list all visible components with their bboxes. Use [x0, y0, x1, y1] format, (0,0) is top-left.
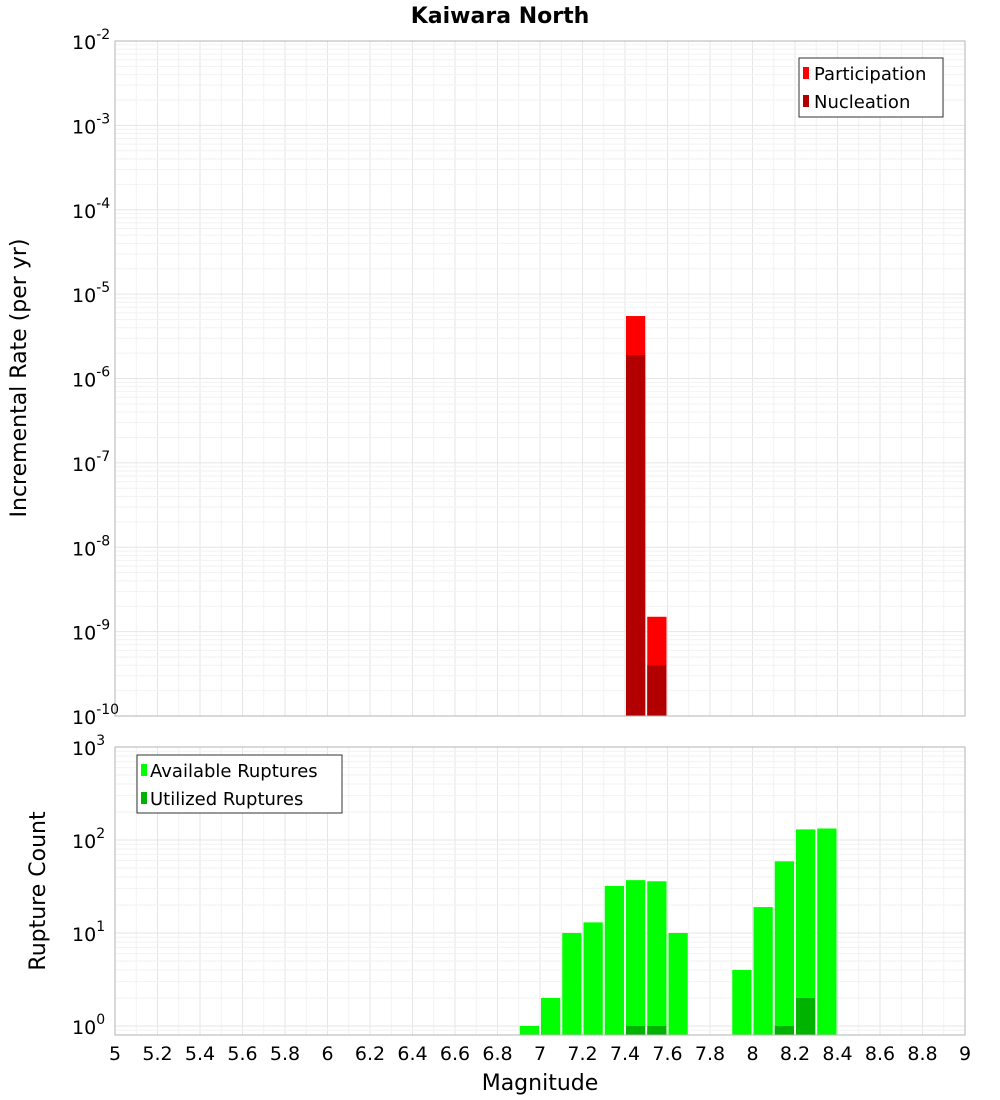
top-plot-frame: [114, 40, 966, 717]
available-ruptures-bar-8.05: [753, 907, 773, 1035]
x-tick-label: 5.4: [185, 1043, 215, 1065]
bottom-y-tick-label: 101: [72, 919, 105, 946]
x-tick-label: 5.8: [270, 1043, 300, 1065]
x-tick-label: 5.6: [227, 1043, 257, 1065]
x-tick-label: 6: [321, 1043, 333, 1065]
utilized-ruptures-legend-label: Utilized Ruptures: [150, 789, 303, 810]
bottom-legend-box: [136, 754, 343, 814]
utilized-ruptures-bar-7.45: [626, 1025, 646, 1035]
nucleation-bar-7.55: [647, 665, 667, 716]
top-y-tick-label: 10-3: [72, 111, 110, 138]
bottom-y-tick-label: 102: [72, 826, 105, 853]
x-tick-label: 6.8: [482, 1043, 512, 1065]
x-tick-label: 9: [959, 1043, 971, 1065]
x-tick-label: 6.4: [397, 1043, 427, 1065]
x-tick-label: 8.2: [780, 1043, 810, 1065]
available-ruptures-bar-7.15: [562, 932, 582, 1035]
top-legend-box: [798, 57, 944, 118]
nucleation-bar-7.45: [626, 354, 646, 716]
available-ruptures-bar-6.95: [519, 1025, 539, 1035]
available-ruptures-bar-7.05: [541, 997, 561, 1035]
available-ruptures-bar-7.65: [668, 932, 688, 1035]
top-plot-grid: [114, 40, 966, 717]
top-plot-bars: [626, 316, 667, 716]
top-y-tick-label: 10-5: [72, 280, 110, 307]
available-ruptures-bar-8.25: [796, 829, 816, 1035]
participation-legend-label: Participation: [814, 64, 926, 85]
x-tick-label: 7.2: [567, 1043, 597, 1065]
x-tick-label: 7.6: [652, 1043, 682, 1065]
x-axis-title: Magnitude: [482, 1071, 599, 1096]
bottom-y-tick-label: 103: [72, 733, 105, 760]
x-tick-label: 8.4: [822, 1043, 852, 1065]
available-ruptures-bar-7.45: [626, 880, 646, 1035]
available-ruptures-bar-7.25: [583, 922, 603, 1035]
available-ruptures-bar-7.95: [732, 969, 752, 1035]
x-tick-label: 8.6: [865, 1043, 895, 1065]
available-ruptures-bar-8.15: [774, 861, 794, 1035]
bottom-y-tick-label: 100: [72, 1012, 105, 1039]
bottom-plot-bars: [519, 828, 837, 1035]
x-tick-labels: 5 5.2 5.4 5.6 5.8 6 6.2 6.4 6.6 6.8 7 7.2 7.4 7.6 7.8 8…: [109, 1043, 971, 1065]
bottom-y-tick-labels: 100 101 102 103: [72, 733, 105, 1039]
top-y-tick-label: 10-7: [72, 449, 110, 476]
top-legend: Participation Nucleation: [798, 57, 944, 118]
available-ruptures-legend-swatch: [141, 764, 147, 776]
utilized-ruptures-legend-swatch: [141, 792, 147, 804]
x-tick-label: 7: [534, 1043, 546, 1065]
nucleation-legend-label: Nucleation: [814, 92, 910, 113]
x-tick-label: 7.4: [610, 1043, 640, 1065]
available-ruptures-bar-8.35: [817, 828, 837, 1035]
utilized-ruptures-bar-8.25: [796, 997, 816, 1035]
nucleation-legend-swatch: [803, 95, 809, 107]
utilized-ruptures-bar-8.15: [774, 1025, 794, 1035]
x-tick-label: 7.8: [695, 1043, 725, 1065]
x-tick-label: 8: [746, 1043, 758, 1065]
top-y-tick-label: 10-8: [72, 533, 110, 560]
available-ruptures-bar-7.55: [647, 881, 667, 1035]
available-ruptures-legend-label: Available Ruptures: [150, 761, 318, 782]
utilized-ruptures-bar-7.55: [647, 1025, 667, 1035]
bottom-plot-frame: [114, 746, 966, 1036]
top-y-tick-label: 10-6: [72, 365, 110, 392]
chart-title: Kaiwara North: [411, 4, 590, 29]
x-tick-label: 8.8: [907, 1043, 937, 1065]
top-y-tick-labels: 10-10 10-9 10-8 10-7 10-6 10-5 10-4 10-3 10-2: [72, 27, 119, 729]
bottom-legend: Available Ruptures Utilized Ruptures: [136, 754, 343, 814]
top-y-tick-label: 10-9: [72, 618, 110, 645]
top-y-tick-label: 10-10: [72, 702, 119, 729]
x-tick-label: 6.6: [440, 1043, 470, 1065]
top-y-tick-label: 10-4: [72, 196, 110, 223]
top-y-tick-label: 10-2: [72, 27, 110, 54]
participation-legend-swatch: [803, 67, 809, 79]
bottom-y-axis-title: Rupture Count: [26, 811, 51, 971]
x-tick-label: 5.2: [142, 1043, 172, 1065]
x-tick-label: 6.2: [355, 1043, 385, 1065]
x-tick-label: 5: [109, 1043, 121, 1065]
available-ruptures-bar-7.35: [604, 886, 624, 1035]
top-y-axis-title: Incremental Rate (per yr): [7, 239, 32, 518]
